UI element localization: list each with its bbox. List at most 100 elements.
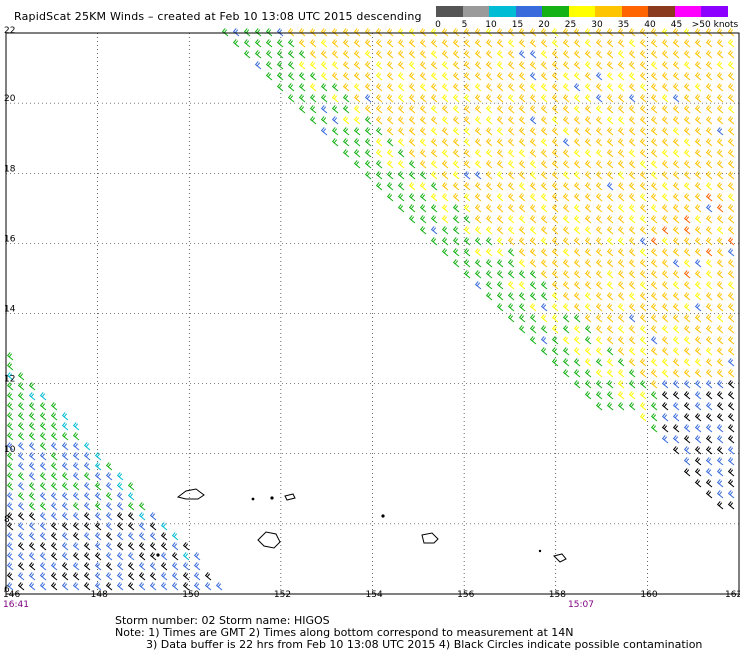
wind-barb xyxy=(551,281,559,290)
wind-barb xyxy=(463,72,471,81)
longitude-label: 154 xyxy=(366,590,383,600)
wind-barb xyxy=(72,512,80,521)
wind-barb xyxy=(397,193,405,202)
wind-barb xyxy=(331,72,339,81)
longitude-label: 146 xyxy=(3,590,20,600)
wind-barb xyxy=(496,303,504,312)
wind-barb xyxy=(716,39,724,48)
wind-barb xyxy=(617,72,625,81)
wind-barb xyxy=(474,138,482,147)
wind-barb xyxy=(408,149,416,158)
wind-barb xyxy=(320,50,328,59)
wind-barb xyxy=(727,424,735,433)
wind-barb xyxy=(419,215,427,224)
wind-barb xyxy=(193,562,201,571)
wind-barb xyxy=(639,259,647,268)
wind-barb xyxy=(94,472,102,481)
wind-barb xyxy=(61,582,69,591)
wind-barb xyxy=(661,424,669,433)
wind-barb xyxy=(94,582,102,591)
wind-barb xyxy=(160,562,168,571)
wind-barb xyxy=(628,50,636,59)
wind-barb xyxy=(628,336,636,345)
wind-barb xyxy=(61,442,69,451)
wind-barb xyxy=(595,380,603,389)
time-right-label: 15:07 xyxy=(568,600,594,610)
wind-barb xyxy=(606,28,614,37)
wind-barb xyxy=(94,562,102,571)
wind-barb xyxy=(650,226,658,235)
wind-barb xyxy=(441,160,449,169)
wind-barb xyxy=(127,532,135,541)
wind-barb xyxy=(408,182,416,191)
wind-barb xyxy=(562,226,570,235)
wind-barb xyxy=(430,138,438,147)
wind-barb xyxy=(540,303,548,312)
wind-barb xyxy=(540,314,548,323)
wind-barb xyxy=(672,369,680,378)
wind-barb xyxy=(342,72,350,81)
wind-barb xyxy=(716,336,724,345)
wind-barb xyxy=(562,72,570,81)
wind-barb xyxy=(672,171,680,180)
wind-barb xyxy=(28,412,36,421)
wind-barb xyxy=(221,28,229,37)
wind-barb xyxy=(705,171,713,180)
wind-barb xyxy=(331,39,339,48)
wind-barb xyxy=(529,83,537,92)
wind-barb xyxy=(419,149,427,158)
wind-barb xyxy=(606,94,614,103)
wind-barb xyxy=(562,325,570,334)
wind-barb xyxy=(694,50,702,59)
wind-barb xyxy=(683,380,691,389)
wind-barb xyxy=(727,94,735,103)
wind-barb xyxy=(496,215,504,224)
wind-barb xyxy=(419,182,427,191)
wind-barb xyxy=(496,281,504,290)
wind-barb xyxy=(39,562,47,571)
wind-barb xyxy=(265,39,273,48)
wind-barb xyxy=(606,116,614,125)
wind-barb xyxy=(397,94,405,103)
wind-barb xyxy=(331,83,339,92)
wind-barb xyxy=(386,160,394,169)
wind-barb xyxy=(364,149,372,158)
wind-barb xyxy=(606,171,614,180)
wind-barb xyxy=(160,582,168,591)
wind-barb xyxy=(639,226,647,235)
wind-barb xyxy=(661,160,669,169)
wind-barb xyxy=(485,39,493,48)
wind-barb xyxy=(573,248,581,257)
wind-barb xyxy=(716,314,724,323)
wind-barb xyxy=(650,138,658,147)
wind-barb xyxy=(507,226,515,235)
legend-swatch xyxy=(595,6,622,17)
wind-barb xyxy=(518,204,526,213)
wind-barb xyxy=(485,259,493,268)
wind-barb xyxy=(595,215,603,224)
wind-barb xyxy=(72,532,80,541)
wind-barb xyxy=(562,50,570,59)
wind-barb xyxy=(265,61,273,70)
wind-barb xyxy=(573,204,581,213)
wind-barb xyxy=(39,402,47,411)
wind-barb xyxy=(672,303,680,312)
wind-barb xyxy=(694,369,702,378)
wind-barb xyxy=(171,552,179,561)
wind-barb xyxy=(375,94,383,103)
wind-barb xyxy=(584,292,592,301)
wind-barb xyxy=(50,452,58,461)
wind-barb xyxy=(485,28,493,37)
wind-barb xyxy=(83,442,91,451)
legend-label: 10 xyxy=(485,20,497,30)
wind-barb xyxy=(617,270,625,279)
wind-barb xyxy=(397,83,405,92)
wind-barb xyxy=(17,522,25,531)
wind-barb xyxy=(639,369,647,378)
wind-barb xyxy=(683,215,691,224)
wind-barb xyxy=(551,138,559,147)
wind-barb xyxy=(683,39,691,48)
wind-barb xyxy=(727,248,735,257)
wind-barb xyxy=(650,347,658,356)
